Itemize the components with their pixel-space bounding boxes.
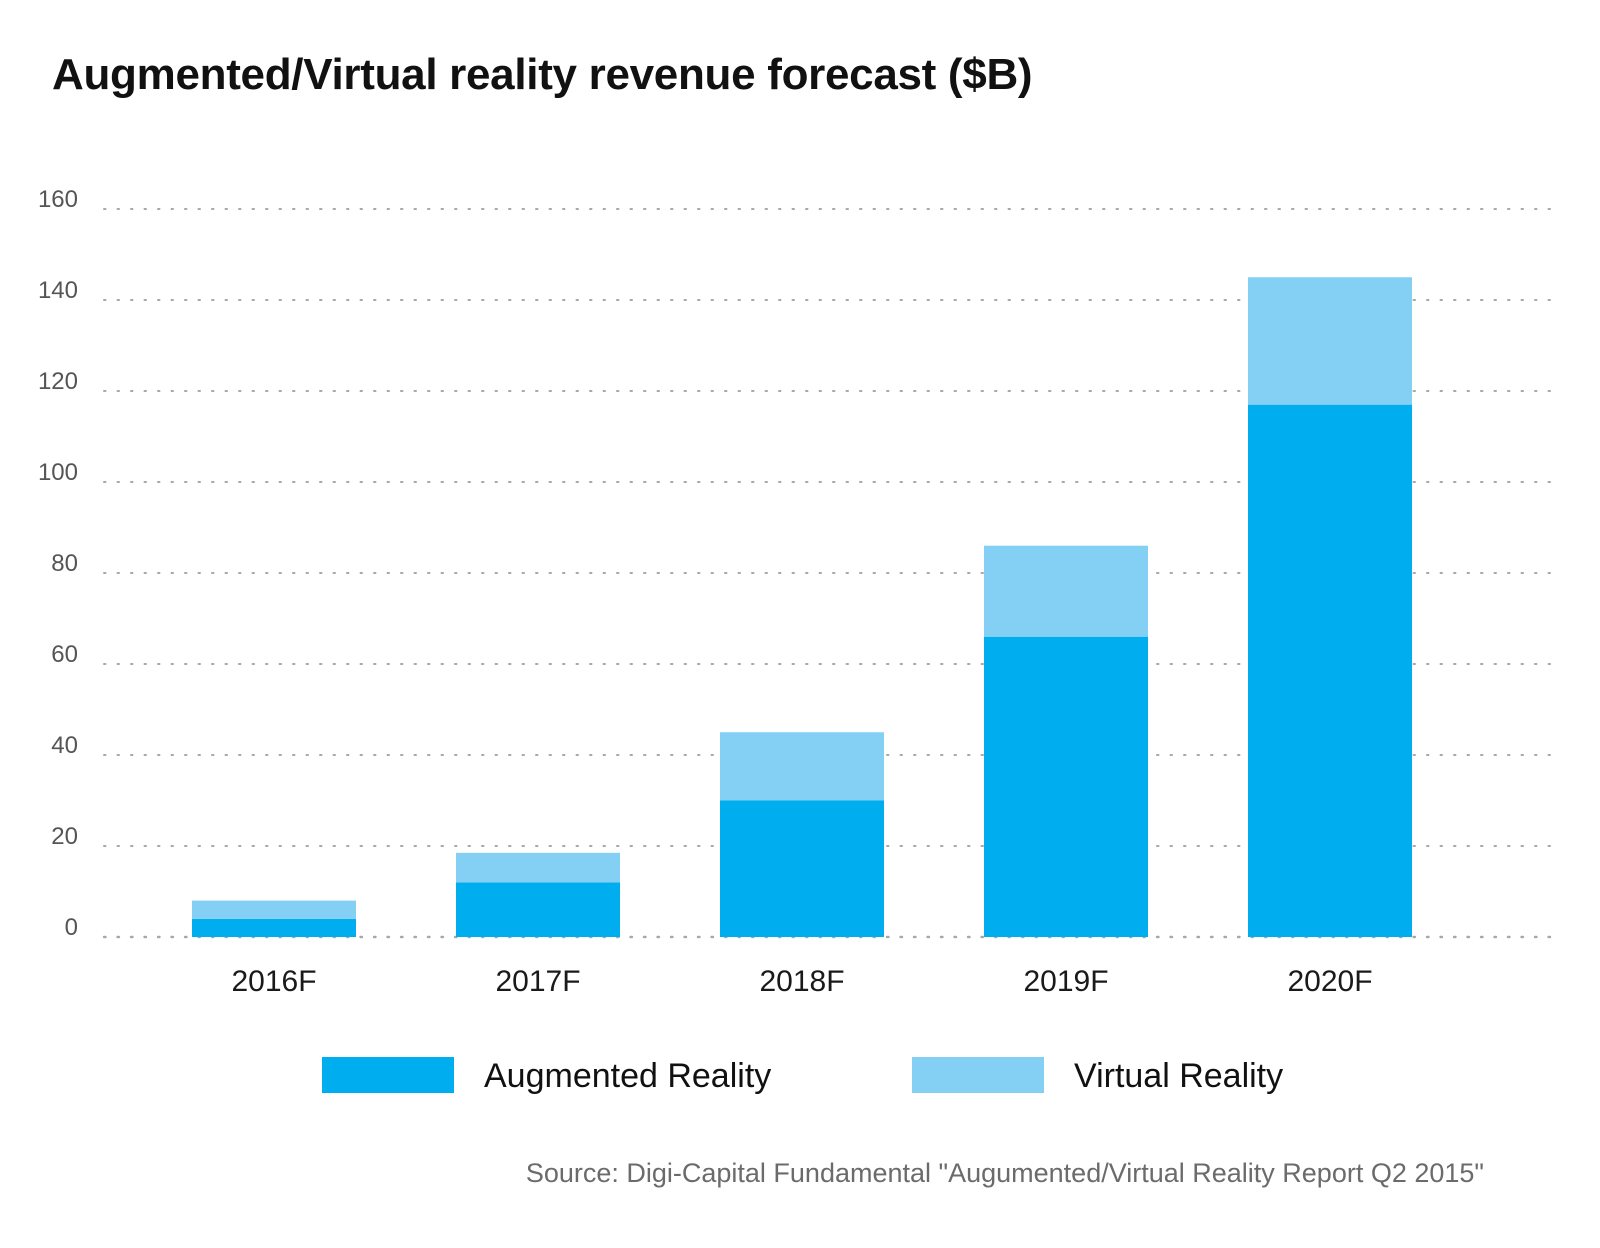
y-tick-label: 120 [38, 368, 78, 395]
bar-segment-virtual-2017F [456, 852, 620, 883]
legend-label: Augmented Reality [484, 1057, 771, 1095]
bar-segment-augmented-2019F [984, 636, 1148, 937]
source-note: Source: Digi-Capital Fundamental "Augume… [525, 1158, 1484, 1188]
x-tick-label: 2018F [759, 965, 844, 998]
legend-swatch [912, 1057, 1044, 1093]
y-tick-label: 20 [51, 823, 78, 850]
y-tick-label: 140 [38, 277, 78, 304]
legend-label: Virtual Reality [1074, 1057, 1283, 1095]
chart-title: Augmented/Virtual reality revenue foreca… [52, 50, 1033, 99]
x-axis-ticks: 2016F 2017F 2018F 2019F 2020F [231, 965, 1372, 998]
bar-segment-augmented-2020F [1248, 404, 1412, 937]
legend: Augmented Reality Virtual Reality [322, 1057, 1283, 1095]
bar-segment-virtual-2020F [1248, 277, 1412, 405]
x-tick-label: 2019F [1023, 965, 1108, 998]
bar-segment-augmented-2017F [456, 882, 620, 937]
y-tick-label: 100 [38, 459, 78, 486]
bar-segment-virtual-2016F [192, 900, 356, 919]
bar-segment-virtual-2019F [984, 545, 1148, 637]
y-tick-label: 60 [51, 641, 78, 668]
bar-segment-augmented-2018F [720, 800, 884, 937]
x-tick-label: 2016F [231, 965, 316, 998]
y-tick-label: 0 [65, 914, 78, 941]
y-tick-label: 40 [51, 732, 78, 759]
legend-swatch [322, 1057, 454, 1093]
bar-segment-augmented-2016F [192, 918, 356, 937]
bars [192, 277, 1412, 937]
bar-segment-virtual-2018F [720, 732, 884, 801]
y-axis-ticks: 0 20 40 60 80 100 120 140 160 [38, 186, 78, 941]
x-tick-label: 2017F [495, 965, 580, 998]
x-tick-label: 2020F [1287, 965, 1372, 998]
y-tick-label: 80 [51, 550, 78, 577]
y-tick-label: 160 [38, 186, 78, 213]
